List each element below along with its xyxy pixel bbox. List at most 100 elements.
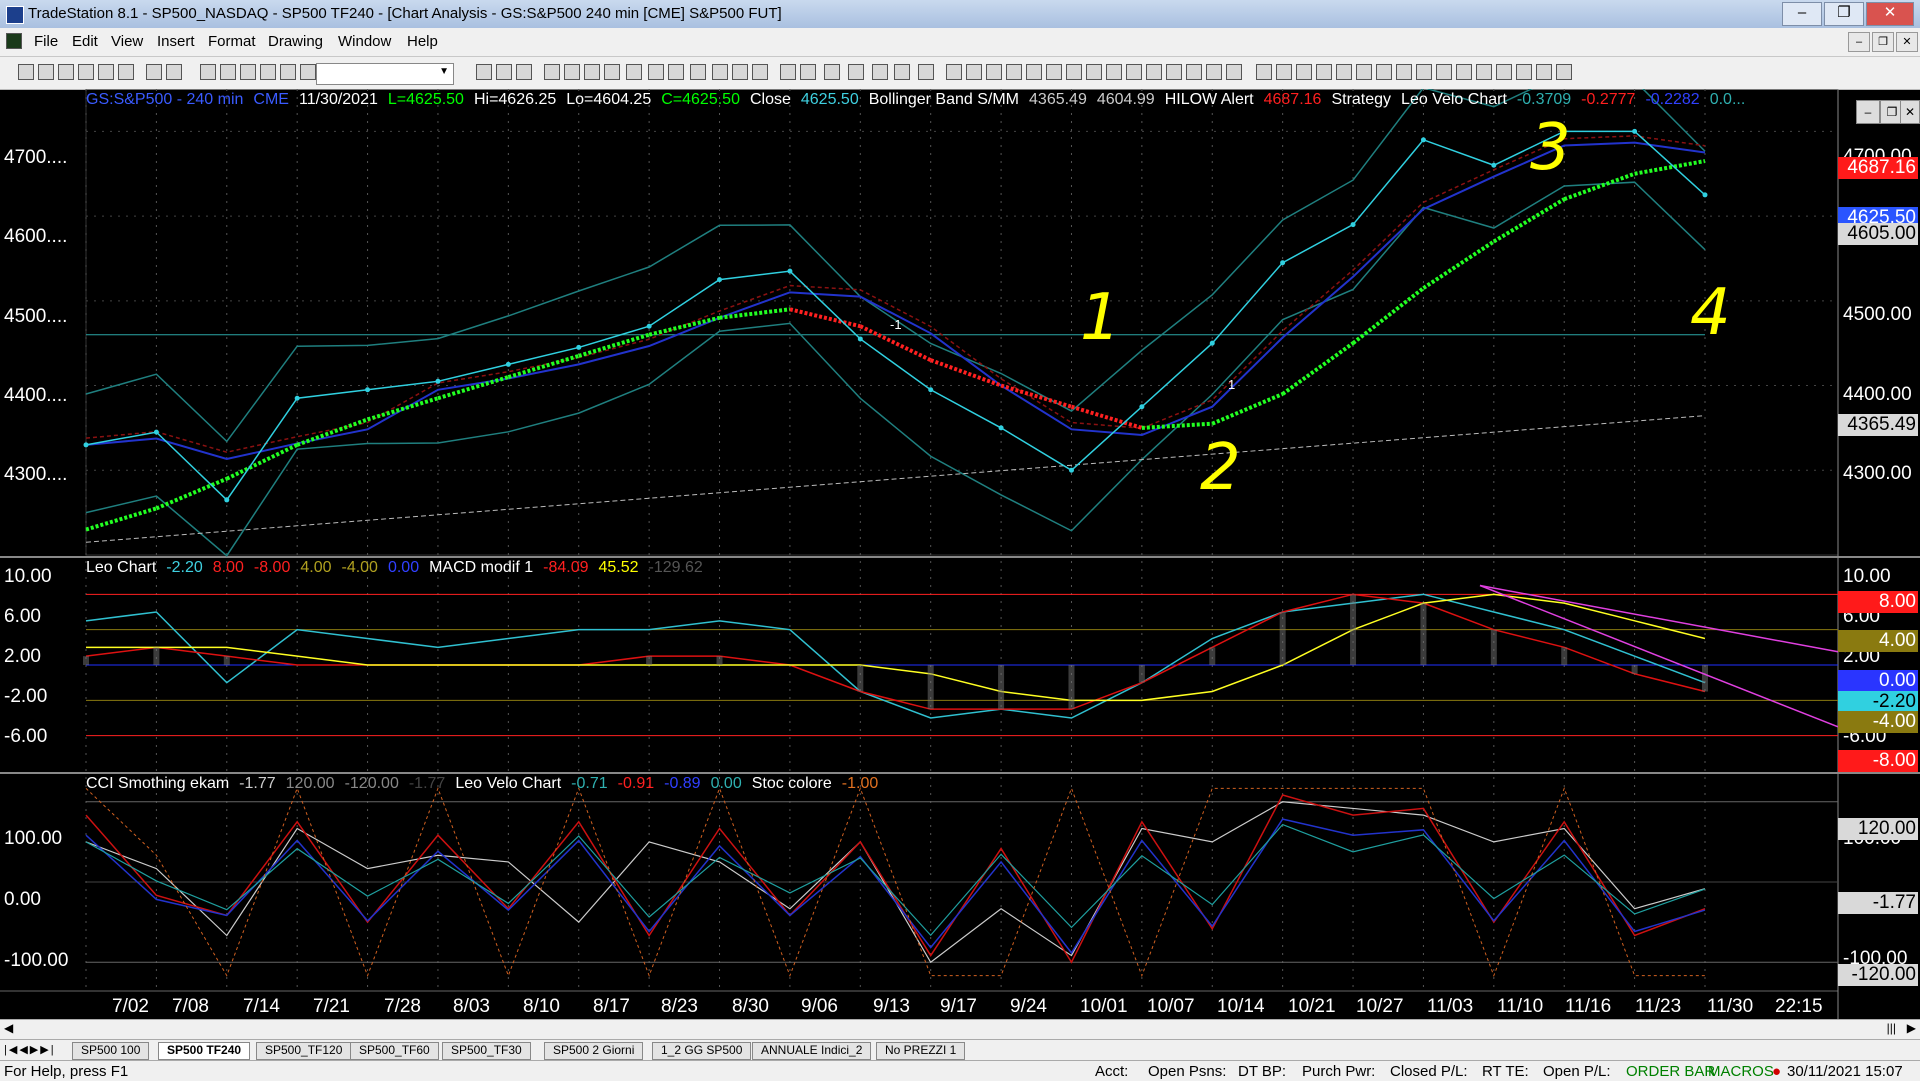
symbol-combo[interactable] [316, 63, 454, 85]
workspace-tab[interactable]: 1_2 GG SP500 [652, 1042, 752, 1060]
toolbar-tool-icon[interactable] [544, 64, 560, 80]
toolbar-tool-icon[interactable] [1536, 64, 1552, 80]
toolbar-tool-icon[interactable] [780, 64, 796, 80]
toolbar-tool-icon[interactable] [1436, 64, 1452, 80]
toolbar-tool-icon[interactable] [824, 64, 840, 80]
menu-file[interactable]: File [34, 33, 59, 50]
toolbar-tool-icon[interactable] [1336, 64, 1352, 80]
toolbar-tool-icon[interactable] [604, 64, 620, 80]
workspace-tab[interactable]: SP500_TF30 [442, 1042, 531, 1060]
toolbar-tool-icon[interactable] [1066, 64, 1082, 80]
pane-minimize-button[interactable]: ‒ [1856, 100, 1880, 124]
toolbar-tool-icon[interactable] [496, 64, 512, 80]
toolbar-tool-icon[interactable] [848, 64, 864, 80]
toolbar-tool-icon[interactable] [260, 64, 276, 80]
toolbar-tool-icon[interactable] [1206, 64, 1222, 80]
toolbar-tool-icon[interactable] [894, 64, 910, 80]
toolbar-tool-icon[interactable] [1296, 64, 1312, 80]
toolbar-tool-icon[interactable] [1126, 64, 1142, 80]
macros-button[interactable]: MACROS [1708, 1063, 1774, 1080]
toolbar-tool-icon[interactable] [712, 64, 728, 80]
toolbar-tool-icon[interactable] [118, 64, 134, 80]
chart-area[interactable]: 1 2 3 4 -1 1 [0, 72, 1920, 1019]
mdi-minimize-button[interactable]: ‒ [1848, 32, 1870, 52]
toolbar-tool-icon[interactable] [966, 64, 982, 80]
mdi-close-button[interactable]: ✕ [1896, 32, 1918, 52]
toolbar-tool-icon[interactable] [1276, 64, 1292, 80]
workspace-tab[interactable]: SP500_TF60 [350, 1042, 439, 1060]
toolbar-tool-icon[interactable] [1316, 64, 1332, 80]
toolbar-tool-icon[interactable] [146, 64, 162, 80]
toolbar-tool-icon[interactable] [240, 64, 256, 80]
toolbar-tool-icon[interactable] [918, 64, 934, 80]
mdi-restore-button[interactable]: ❐ [1872, 32, 1894, 52]
toolbar-tool-icon[interactable] [752, 64, 768, 80]
toolbar-tool-icon[interactable] [648, 64, 664, 80]
workspace-tab[interactable]: SP500 100 [72, 1042, 150, 1060]
toolbar-tool-icon[interactable] [946, 64, 962, 80]
scroll-left-icon[interactable]: ◀ [4, 1021, 14, 1035]
toolbar-tool-icon[interactable] [18, 64, 34, 80]
workspace-tab[interactable]: SP500 TF240 [158, 1042, 251, 1060]
toolbar-tool-icon[interactable] [1416, 64, 1432, 80]
toolbar-tool-icon[interactable] [872, 64, 888, 80]
toolbar-tool-icon[interactable] [1356, 64, 1372, 80]
toolbar-tool-icon[interactable] [280, 64, 296, 80]
toolbar-tool-icon[interactable] [1376, 64, 1392, 80]
pane-close-button[interactable]: ✕ [1900, 100, 1920, 124]
toolbar-tool-icon[interactable] [58, 64, 74, 80]
toolbar-tool-icon[interactable] [626, 64, 642, 80]
menu-help[interactable]: Help [407, 33, 438, 50]
toolbar-tool-icon[interactable] [800, 64, 816, 80]
close-button[interactable]: ✕ [1866, 2, 1914, 26]
toolbar-tool-icon[interactable] [1146, 64, 1162, 80]
order-bar-button[interactable]: ORDER BAR [1626, 1063, 1716, 1080]
chart-canvas[interactable]: 1 2 3 4 -1 1 [0, 72, 1920, 1019]
menu-drawing[interactable]: Drawing [268, 33, 324, 50]
toolbar-tool-icon[interactable] [476, 64, 492, 80]
toolbar-tool-icon[interactable] [584, 64, 600, 80]
toolbar-tool-icon[interactable] [1166, 64, 1182, 80]
toolbar-tool-icon[interactable] [1086, 64, 1102, 80]
menu-edit[interactable]: Edit [72, 33, 98, 50]
menu-insert[interactable]: Insert [157, 33, 195, 50]
maximize-button[interactable]: ❐ [1824, 2, 1864, 26]
toolbar-tool-icon[interactable] [1516, 64, 1532, 80]
toolbar-tool-icon[interactable] [564, 64, 580, 80]
workspace-tab[interactable]: SP500 2 Giorni [544, 1042, 644, 1060]
workspace-tab[interactable]: No PREZZI 1 [876, 1042, 966, 1060]
toolbar-tool-icon[interactable] [1006, 64, 1022, 80]
toolbar-tool-icon[interactable] [300, 64, 316, 80]
toolbar-tool-icon[interactable] [1456, 64, 1472, 80]
menu-format[interactable]: Format [208, 33, 256, 50]
toolbar-tool-icon[interactable] [986, 64, 1002, 80]
toolbar-tool-icon[interactable] [1256, 64, 1272, 80]
tab-nav-icons[interactable]: |◀◀▶▶| [4, 1044, 56, 1056]
workspace-tab[interactable]: ANNUALE Indici_2 [752, 1042, 872, 1060]
toolbar-tool-icon[interactable] [220, 64, 236, 80]
toolbar-tool-icon[interactable] [690, 64, 706, 80]
toolbar-tool-icon[interactable] [1396, 64, 1412, 80]
horizontal-scrollbar[interactable]: ◀ ||| ▶ [0, 1019, 1920, 1040]
toolbar-tool-icon[interactable] [200, 64, 216, 80]
toolbar-tool-icon[interactable] [1226, 64, 1242, 80]
menu-view[interactable]: View [111, 33, 144, 50]
toolbar-tool-icon[interactable] [78, 64, 94, 80]
toolbar-tool-icon[interactable] [38, 64, 54, 80]
toolbar-tool-icon[interactable] [1496, 64, 1512, 80]
toolbar-tool-icon[interactable] [98, 64, 114, 80]
toolbar-tool-icon[interactable] [1556, 64, 1572, 80]
toolbar-tool-icon[interactable] [1476, 64, 1492, 80]
minimize-button[interactable]: ‒ [1782, 2, 1822, 26]
toolbar-tool-icon[interactable] [1186, 64, 1202, 80]
workspace-tab[interactable]: SP500_TF120 [256, 1042, 352, 1060]
toolbar-tool-icon[interactable] [1026, 64, 1042, 80]
toolbar-tool-icon[interactable] [732, 64, 748, 80]
scroll-right-icon[interactable]: ▶ [1906, 1021, 1916, 1035]
scroll-thumb[interactable]: ||| [1886, 1021, 1896, 1035]
toolbar-tool-icon[interactable] [1106, 64, 1122, 80]
toolbar-tool-icon[interactable] [166, 64, 182, 80]
toolbar-tool-icon[interactable] [516, 64, 532, 80]
toolbar-tool-icon[interactable] [1046, 64, 1062, 80]
menu-window[interactable]: Window [338, 33, 392, 50]
